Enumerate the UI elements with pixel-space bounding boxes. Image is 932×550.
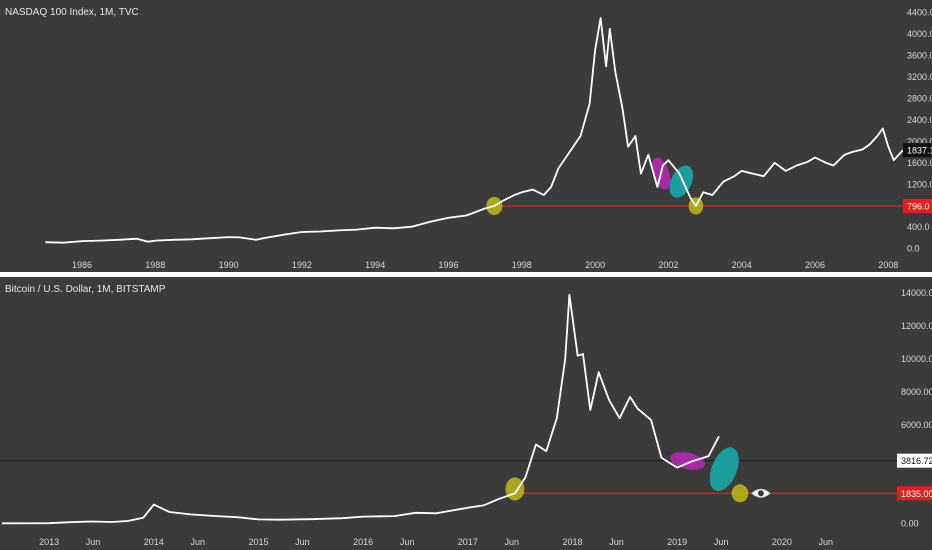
x-tick-label: 1998 (512, 260, 532, 270)
x-tick-label: Jun (505, 537, 520, 547)
x-tick-label: 2013 (39, 537, 59, 547)
y-tick-label: 4000.0 (907, 29, 932, 39)
y-tick-label: 1600.0 (907, 158, 932, 168)
olive-highlight-marker[interactable] (731, 484, 749, 503)
crosshair-value-tag-background (897, 453, 932, 468)
x-tick-label: 2002 (658, 260, 678, 270)
y-tick-label: 3600.0 (907, 51, 932, 61)
x-tick-label: 2017 (458, 537, 478, 547)
x-tick-label: 1992 (292, 260, 312, 270)
y-tick-label: 1200.0 (907, 179, 932, 189)
y-tick-label: 8000.00 (901, 387, 932, 397)
x-tick-label: Jun (609, 537, 624, 547)
support-level-tag-background (903, 198, 932, 213)
x-tick-label: 2006 (805, 260, 825, 270)
x-tick-label: 1996 (438, 260, 458, 270)
last-value-tag-background (903, 143, 932, 158)
y-tick-label: 4400.0 (907, 8, 932, 18)
x-tick-label: 1988 (145, 260, 165, 270)
bitcoin-level-lines (0, 460, 897, 494)
y-tick-label: 2000.0 (907, 136, 932, 146)
y-tick-label: 0.0 (907, 244, 920, 254)
nasdaq-price-line (45, 17, 904, 244)
x-tick-label: Jun (295, 537, 310, 547)
olive-highlight-marker[interactable] (505, 477, 525, 501)
y-tick-label: 12000.00 (901, 321, 932, 331)
x-tick-label: Jun (819, 537, 834, 547)
x-tick-label: 2004 (732, 260, 752, 270)
y-tick-label: 0.00 (901, 518, 919, 528)
last-value-tag: 1837.1 (907, 146, 932, 156)
x-tick-label: 1990 (219, 260, 239, 270)
bitcoin-chart-title: Bitcoin / U.S. Dollar, 1M, BITSTAMP (5, 284, 166, 295)
nasdaq-chart-title: NASDAQ 100 Index, 1M, TVC (5, 7, 139, 18)
x-tick-label: 2000 (585, 260, 605, 270)
nasdaq-x-axis: 1986 1988 1990 1992 1994 1996 1998 2000 2002 2004… (72, 260, 898, 270)
x-tick-label: 2019 (667, 537, 687, 547)
x-tick-label: 2018 (562, 537, 582, 547)
y-tick-label: 14000.00 (901, 288, 932, 298)
eye-icon[interactable] (751, 488, 771, 498)
magenta-highlight-marker[interactable] (669, 449, 707, 472)
x-tick-label: 1994 (365, 260, 385, 270)
y-tick-label: 3200.0 (907, 72, 932, 82)
x-tick-label: 2014 (144, 537, 164, 547)
bitcoin-price-line (1, 294, 720, 525)
bitcoin-markers (505, 443, 749, 503)
x-tick-label: 2015 (248, 537, 268, 547)
bitcoin-price-tags: 3816.72 1835.00 (897, 453, 932, 501)
x-tick-label: 2008 (878, 260, 898, 270)
teal-highlight-marker[interactable] (704, 443, 745, 495)
y-tick-label: 10000.00 (901, 354, 932, 364)
y-tick-label: 400.0 (907, 222, 930, 232)
y-tick-label: 2400.0 (907, 115, 932, 125)
x-tick-label: Jun (190, 537, 205, 547)
pane-separator[interactable] (0, 272, 932, 277)
crosshair-value-tag: 3816.72 (901, 456, 932, 466)
nasdaq-price-tags: 1837.1 796.0 (903, 143, 932, 213)
nasdaq-y-axis: 0.0400.0800.01200.01600.02000.02400.0280… (907, 8, 932, 254)
y-tick-label: 2800.0 (907, 93, 932, 103)
bitcoin-x-axis: 2013 Jun 2014 Jun 2015 Jun 2016 Jun 2017 Jun 2018 J… (39, 537, 833, 547)
eye-icon-pupil (757, 490, 764, 497)
x-tick-label: 2020 (772, 537, 792, 547)
support-level-tag: 1835.00 (901, 489, 932, 499)
x-tick-label: Jun (714, 537, 729, 547)
x-tick-label: Jun (86, 537, 101, 547)
bitcoin-pane-background (0, 277, 932, 550)
x-tick-label: 2016 (353, 537, 373, 547)
support-level-tag: 796.0 (907, 201, 930, 211)
nasdaq-pane-background (0, 0, 932, 272)
x-tick-label: 1986 (72, 260, 92, 270)
support-level-tag-background (897, 486, 932, 501)
x-tick-label: Jun (400, 537, 415, 547)
y-tick-label: 6000.00 (901, 420, 932, 430)
